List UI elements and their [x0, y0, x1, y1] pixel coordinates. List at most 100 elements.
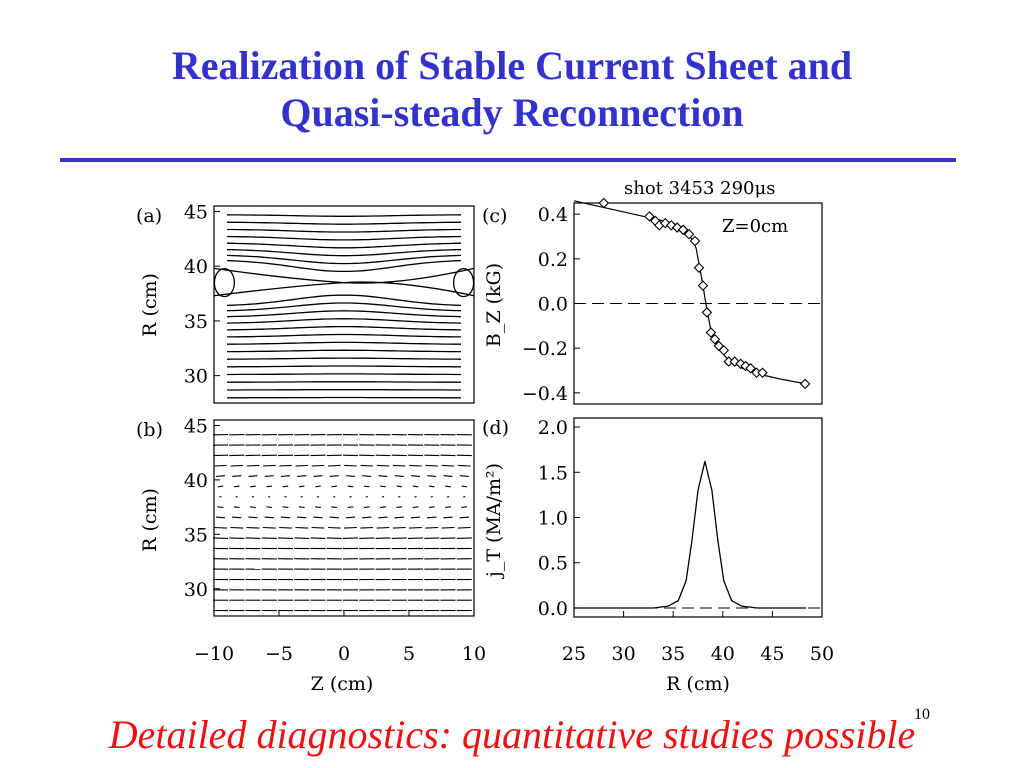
- vector-arrow-192: [217, 485, 224, 488]
- vector-arrow-119: [326, 537, 342, 539]
- vector-arrow-230: [311, 464, 325, 467]
- c-data-point-21: [745, 362, 756, 374]
- vector-arrow-117: [294, 537, 310, 539]
- c-data-point-6: [671, 222, 683, 233]
- vector-arrow-141: [425, 526, 439, 529]
- vector-arrow-132: [279, 526, 292, 529]
- vector-arrow-124: [407, 537, 424, 539]
- panel-d-xlabel: R (cm): [666, 673, 730, 695]
- a-ytick-label-0: 30: [184, 366, 208, 388]
- c-data-point-9: [689, 235, 701, 247]
- vector-arrow-155: [394, 516, 404, 519]
- vector-arrow-133: [295, 526, 309, 529]
- vector-arrow-153: [362, 516, 372, 519]
- vector-arrow-220: [411, 475, 420, 477]
- panel-a: (a) 30 35 40 45 R (cm): [136, 201, 475, 404]
- d-xtick-label-2: 35: [661, 643, 685, 665]
- shot-label: shot 3453 290μs: [624, 178, 775, 199]
- vector-arrow-146: [248, 516, 258, 519]
- c-ytick-label-1: 0.2: [538, 249, 568, 271]
- vector-arrow-161: [233, 506, 240, 509]
- vector-arrow-218: [378, 475, 388, 477]
- d-ytick-label-2: 1.0: [538, 508, 568, 530]
- vector-arrow-207: [461, 485, 467, 488]
- a-ytick-label-2: 40: [184, 256, 208, 278]
- vector-arrow-151: [329, 516, 339, 519]
- b-ytick-label-2: 40: [184, 470, 208, 492]
- vector-arrow-118: [310, 537, 326, 539]
- panel-b: (b) 30 35 40 45 −10 −5 0 5 10 R (cm) Z (cm): [136, 415, 486, 695]
- contour-line-16: [226, 248, 462, 257]
- vector-arrow-228: [279, 464, 292, 467]
- vector-arrow-229: [295, 464, 309, 467]
- vector-arrow-139: [392, 526, 406, 529]
- panel-a-frame: [213, 205, 475, 404]
- vector-arrow-148: [280, 516, 291, 519]
- contour-line-3: [227, 373, 461, 376]
- vector-arrow-163: [266, 506, 273, 509]
- panel-d-ylabel: j_T (MA/m²): [483, 463, 505, 579]
- vector-arrow-194: [250, 485, 256, 488]
- vector-arrow-122: [375, 537, 391, 539]
- vector-arrow-232: [344, 464, 357, 467]
- d-series-line: [574, 460, 807, 609]
- vector-arrow-162: [250, 506, 256, 509]
- a-ytick-label-3: 45: [184, 201, 208, 223]
- d-xtick-label-1: 30: [612, 643, 636, 665]
- panel-d-x-ticks: 25 30 35 40 45 50: [562, 611, 834, 665]
- vector-arrow-138: [376, 526, 390, 529]
- d-ytick-label-3: 0.5: [538, 553, 568, 575]
- b-xtick-label-4: 10: [462, 643, 486, 665]
- title-line-1: Realization of Stable Current Sheet and: [171, 43, 853, 88]
- vector-arrow-231: [327, 464, 341, 467]
- contour-line-4: [227, 365, 461, 368]
- c-data-point-24: [799, 378, 811, 390]
- contour-line-9: [226, 325, 462, 331]
- c-ytick-label-3: −0.2: [522, 338, 568, 360]
- vector-arrow-164: [282, 506, 289, 509]
- panel-a-ylabel: R (cm): [139, 273, 161, 337]
- vector-arrow-169: [363, 506, 370, 509]
- vector-arrow-202: [380, 485, 386, 488]
- vector-arrow-170: [380, 506, 386, 509]
- vector-arrow-144: [215, 516, 226, 519]
- vector-arrow-212: [281, 475, 290, 477]
- panel-b-label: (b): [136, 419, 163, 441]
- c-data-point-16: [718, 345, 730, 356]
- b-xtick-label-0: −10: [194, 643, 234, 665]
- contour-line-17: [226, 242, 462, 249]
- vector-arrow-209: [232, 475, 242, 477]
- panel-b-y-ticks: 30 35 40 45: [184, 415, 220, 601]
- vector-arrow-154: [378, 516, 388, 519]
- vector-arrow-121: [359, 537, 375, 539]
- vector-arrow-150: [313, 516, 323, 519]
- vector-arrow-157: [427, 516, 437, 519]
- vector-arrow-238: [441, 464, 455, 467]
- panel-d-plot: [574, 460, 822, 609]
- vector-arrow-196: [282, 485, 289, 488]
- contour-line-15: [226, 254, 462, 265]
- vector-arrow-114: [245, 537, 261, 539]
- vector-arrow-217: [362, 475, 372, 477]
- vector-arrow-149: [297, 516, 307, 519]
- contour-line-13: [226, 294, 462, 307]
- panel-c-annotation: Z=0cm: [722, 216, 788, 237]
- vector-arrow-147: [264, 516, 274, 519]
- c-data-point-8: [683, 228, 695, 240]
- vector-arrow-211: [264, 475, 274, 477]
- vector-arrow-206: [445, 485, 451, 488]
- vector-arrow-208: [216, 475, 225, 477]
- vector-arrow-201: [364, 485, 370, 488]
- b-xtick-label-2: 0: [338, 643, 350, 665]
- d-xtick-label-0: 25: [562, 643, 586, 665]
- vector-arrow-134: [311, 526, 325, 529]
- contour-line-8: [227, 333, 461, 338]
- vector-arrow-215: [329, 475, 339, 477]
- panel-c-plot: [573, 197, 822, 390]
- c-ytick-label-2: 0.0: [538, 294, 568, 316]
- d-ytick-label-1: 1.5: [538, 462, 568, 484]
- vector-arrow-171: [396, 506, 403, 509]
- d-xtick-label-5: 50: [810, 643, 834, 665]
- vector-arrow-221: [427, 475, 437, 477]
- island-right: [452, 267, 475, 298]
